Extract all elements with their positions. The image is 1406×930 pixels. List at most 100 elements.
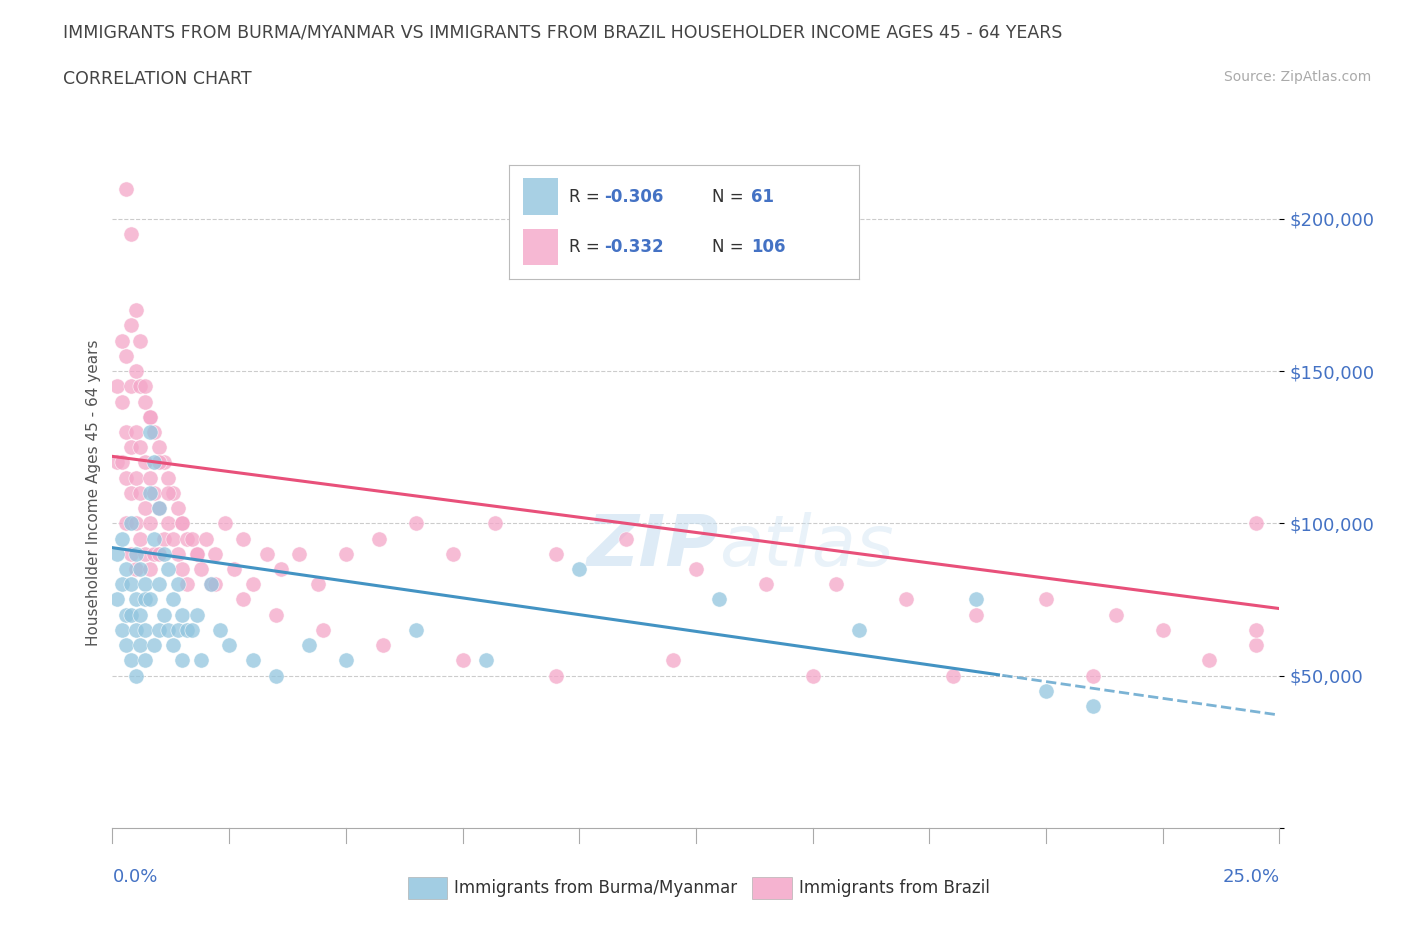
Point — [709, 592, 731, 607]
Point — [232, 531, 254, 546]
Text: Source: ZipAtlas.com: Source: ZipAtlas.com — [1223, 70, 1371, 84]
Point — [148, 500, 170, 515]
Text: Immigrants from Brazil: Immigrants from Brazil — [799, 879, 990, 897]
Point — [134, 546, 156, 561]
Point — [111, 531, 134, 546]
Point — [965, 607, 987, 622]
Y-axis label: Householder Income Ages 45 - 64 years: Householder Income Ages 45 - 64 years — [86, 339, 101, 646]
Point — [111, 577, 134, 591]
Point — [134, 455, 156, 470]
Point — [129, 333, 152, 348]
Point — [125, 668, 148, 683]
Point — [125, 364, 148, 379]
Point — [825, 577, 848, 591]
Point — [115, 181, 138, 196]
Point — [120, 227, 142, 242]
Point — [157, 622, 180, 637]
Point — [335, 546, 357, 561]
Point — [441, 546, 464, 561]
Point — [111, 455, 134, 470]
Point — [153, 455, 176, 470]
Point — [544, 546, 567, 561]
Point — [1035, 592, 1057, 607]
Point — [105, 455, 128, 470]
Point — [186, 546, 208, 561]
Point — [139, 409, 162, 424]
Point — [172, 607, 194, 622]
Point — [162, 485, 184, 500]
Point — [200, 577, 222, 591]
Point — [1244, 516, 1267, 531]
Point — [568, 562, 591, 577]
Point — [1152, 622, 1174, 637]
Point — [120, 653, 142, 668]
Point — [120, 577, 142, 591]
Point — [242, 653, 264, 668]
Point — [111, 394, 134, 409]
Point — [176, 531, 198, 546]
Point — [1035, 684, 1057, 698]
Point — [297, 638, 319, 653]
Point — [115, 425, 138, 440]
Point — [153, 607, 176, 622]
Point — [222, 562, 245, 577]
Point — [307, 577, 329, 591]
Point — [190, 653, 212, 668]
Point — [139, 471, 162, 485]
Point — [143, 425, 166, 440]
Point — [105, 379, 128, 393]
Text: 25.0%: 25.0% — [1222, 868, 1279, 886]
Point — [111, 120, 134, 135]
Point — [125, 592, 148, 607]
Text: ZIP: ZIP — [588, 512, 720, 581]
Point — [120, 379, 142, 393]
Point — [1244, 638, 1267, 653]
Point — [172, 562, 194, 577]
Point — [139, 485, 162, 500]
Point — [1081, 698, 1104, 713]
Point — [451, 653, 474, 668]
Point — [166, 622, 188, 637]
Point — [475, 653, 498, 668]
Point — [148, 546, 170, 561]
Point — [157, 562, 180, 577]
Point — [120, 546, 142, 561]
Point — [105, 592, 128, 607]
Point — [172, 516, 194, 531]
Point — [129, 531, 152, 546]
Point — [125, 546, 148, 561]
Point — [139, 592, 162, 607]
Point — [311, 622, 333, 637]
Point — [194, 531, 217, 546]
Point — [148, 622, 170, 637]
Point — [134, 500, 156, 515]
Point — [129, 638, 152, 653]
Text: 0.0%: 0.0% — [112, 868, 157, 886]
Text: Immigrants from Burma/Myanmar: Immigrants from Burma/Myanmar — [454, 879, 737, 897]
Point — [162, 592, 184, 607]
Point — [120, 607, 142, 622]
Point — [134, 622, 156, 637]
Point — [125, 516, 148, 531]
Point — [232, 592, 254, 607]
Point — [270, 562, 292, 577]
Point — [166, 500, 188, 515]
Point — [801, 668, 824, 683]
Point — [214, 516, 236, 531]
Point — [242, 577, 264, 591]
Point — [180, 531, 202, 546]
Point — [115, 638, 138, 653]
Text: atlas: atlas — [720, 512, 894, 581]
Point — [484, 516, 506, 531]
Point — [125, 622, 148, 637]
Point — [1198, 653, 1220, 668]
Point — [157, 471, 180, 485]
Point — [204, 577, 226, 591]
Point — [942, 668, 965, 683]
Point — [614, 531, 637, 546]
Point — [218, 638, 240, 653]
Point — [204, 546, 226, 561]
Point — [190, 562, 212, 577]
Point — [1244, 622, 1267, 637]
Point — [120, 440, 142, 455]
